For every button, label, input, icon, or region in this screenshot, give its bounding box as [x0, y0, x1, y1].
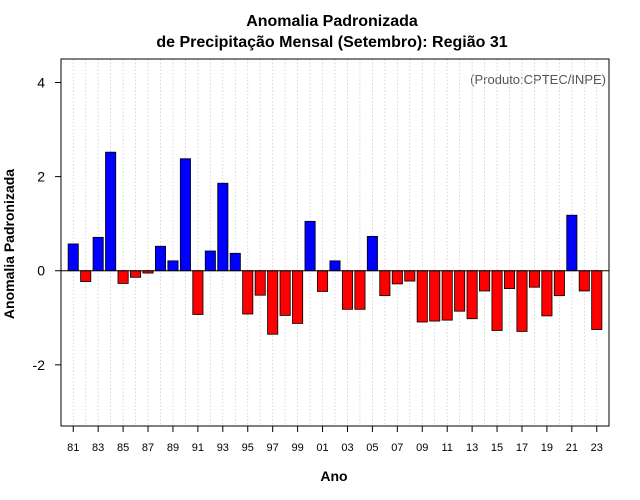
x-tick-label: 17 — [516, 442, 528, 454]
x-tick-label: 05 — [366, 442, 378, 454]
bar-1991 — [192, 270, 204, 315]
y-tick-label: 4 — [37, 75, 45, 91]
x-tick-label: 23 — [591, 442, 603, 454]
bar-2003 — [341, 270, 353, 310]
x-tick-label: 21 — [566, 442, 578, 454]
bar-1989 — [167, 260, 179, 272]
bar-2000 — [304, 220, 316, 272]
bar-1994 — [229, 252, 241, 272]
x-tick-label: 83 — [92, 442, 104, 454]
bar-1990 — [179, 158, 191, 272]
bar-2002 — [329, 260, 341, 272]
bar-1993 — [217, 182, 229, 272]
bar-1984 — [105, 151, 117, 272]
grid-lines — [72, 59, 598, 426]
x-tick-label: 01 — [316, 442, 328, 454]
bar-2006 — [379, 270, 391, 297]
bar-2007 — [391, 270, 403, 285]
bar-2017 — [516, 270, 528, 332]
bar-1996 — [254, 270, 266, 296]
bar-2004 — [354, 270, 366, 310]
bar-2018 — [528, 270, 540, 288]
x-tick-label: 85 — [117, 442, 129, 454]
bar-2005 — [366, 235, 378, 272]
bar-2001 — [317, 270, 329, 292]
x-tick-label: 95 — [242, 442, 254, 454]
y-tick-label: 0 — [37, 263, 45, 279]
bar-2015 — [491, 270, 503, 331]
bar-2023 — [591, 270, 603, 330]
bar-1981 — [67, 243, 79, 272]
bar-2009 — [416, 270, 428, 323]
x-tick-label: 81 — [67, 442, 79, 454]
bar-1998 — [279, 270, 291, 316]
x-tick-label: 15 — [491, 442, 503, 454]
bar-2011 — [441, 270, 453, 321]
bar-2008 — [404, 270, 416, 282]
x-tick-label: 11 — [441, 442, 452, 454]
x-tick-label: 89 — [167, 442, 179, 454]
plot-frame — [60, 58, 610, 427]
bar-2020 — [553, 270, 565, 297]
bar-1999 — [292, 270, 304, 324]
bar-1985 — [117, 270, 129, 284]
x-tick-label: 93 — [217, 442, 229, 454]
x-tick-label: 99 — [291, 442, 303, 454]
y-axis-label: Anomalia Padronizada — [1, 169, 17, 319]
bar-2010 — [429, 270, 441, 322]
chart-subtitle: de Precipitação Mensal (Setembro): Regiã… — [156, 34, 507, 51]
bar-2013 — [466, 270, 478, 320]
y-tick-label: 2 — [37, 169, 45, 185]
bar-2014 — [479, 270, 491, 292]
bar-1995 — [242, 270, 254, 315]
bar-1986 — [130, 270, 142, 278]
y-tick-label: -2 — [33, 357, 46, 373]
x-tick-label: 87 — [142, 442, 154, 454]
source-annotation: (Produto:CPTEC/INPE) — [470, 72, 606, 87]
bar-2021 — [566, 214, 578, 272]
x-tick-label: 97 — [267, 442, 279, 454]
bar-2012 — [454, 270, 466, 312]
x-tick-label: 19 — [541, 442, 553, 454]
bar-1997 — [267, 270, 279, 335]
x-axis-label: Ano — [320, 468, 347, 484]
bar-2019 — [541, 270, 553, 317]
x-tick-label: 91 — [192, 442, 204, 454]
bar-2022 — [578, 270, 590, 292]
chart-title: Anomalia Padronizada — [246, 13, 418, 30]
bar-1982 — [80, 270, 92, 282]
bars — [67, 151, 603, 335]
x-tick-label: 09 — [416, 442, 428, 454]
x-tick-label: 13 — [466, 442, 478, 454]
x-tick-label: 03 — [341, 442, 353, 454]
x-tick-label: 07 — [391, 442, 403, 454]
bar-1992 — [204, 250, 216, 272]
bar-1988 — [154, 245, 166, 272]
bar-2016 — [504, 270, 516, 290]
axes: -2 0 2 4 81 83 85 87 89 91 93 95 97 99 01 03 05 07 09 11 13 1… — [33, 58, 610, 454]
bar-1983 — [92, 236, 104, 272]
